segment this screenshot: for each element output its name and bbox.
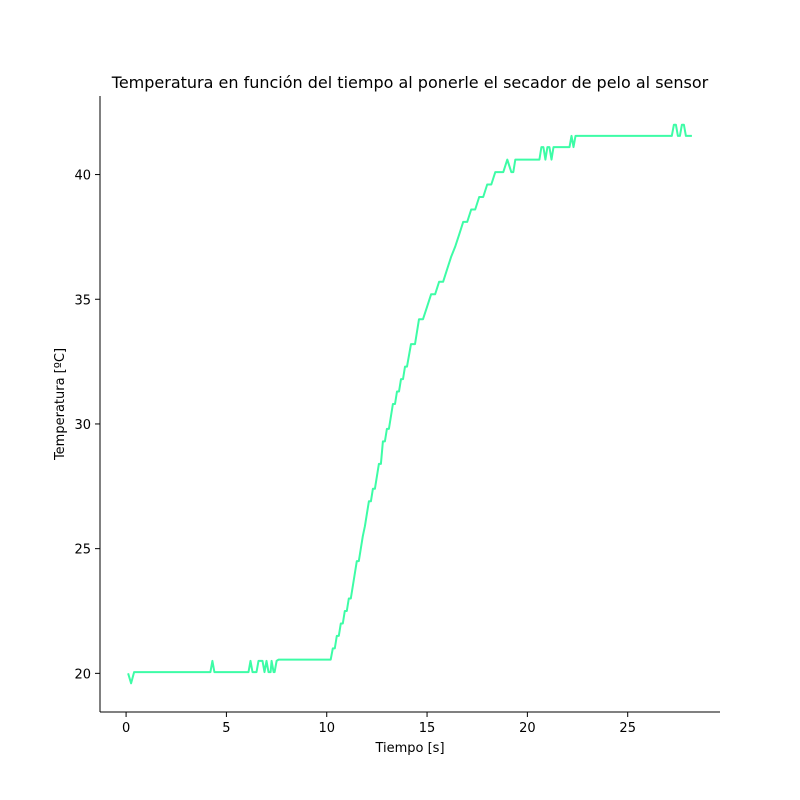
y-tick-label: 20	[74, 667, 91, 682]
y-tick-label: 30	[74, 418, 91, 433]
series-line	[127, 123, 692, 685]
x-tick-label: 10	[318, 721, 335, 736]
x-tick-label: 25	[619, 721, 636, 736]
plot-area	[127, 123, 692, 685]
y-tick-label: 35	[74, 293, 91, 308]
y-tick-label: 40	[74, 169, 91, 184]
x-tick-label: 15	[419, 721, 436, 736]
x-tick-label: 5	[222, 721, 230, 736]
y-tick-label: 25	[74, 543, 91, 558]
chart-title: Temperatura en función del tiempo al pon…	[111, 73, 709, 92]
x-tick-label: 0	[122, 721, 130, 736]
y-axis-ticks: 20 25 30 35 40	[74, 169, 100, 682]
x-axis-ticks: 0 5 10 15 20 25	[122, 712, 636, 736]
x-tick-label: 20	[519, 721, 536, 736]
y-axis-label: Temperatura [ºC]	[53, 348, 68, 461]
x-axis-label: Tiempo [s]	[374, 741, 444, 756]
